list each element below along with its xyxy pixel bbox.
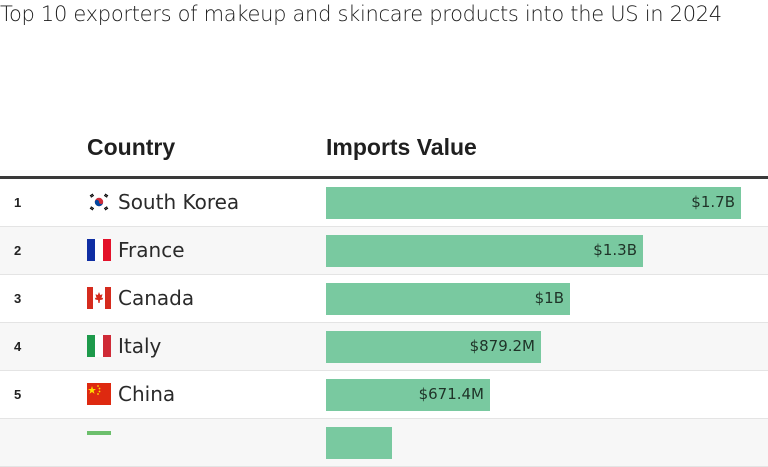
value-bar [326,379,490,411]
bar-value-label: $671.4M [418,385,484,403]
south-korea-flag-icon [87,191,111,213]
country-name: Canada [118,286,195,310]
ranking-table: 1 South Korea $1.7B 2 France $1.3B 3 Canada $1B 4… [0,179,768,467]
bar-value-label: $1.7B [691,193,735,211]
rank-label: 1 [14,195,22,210]
rank-label: 4 [14,339,22,354]
country-name: France [118,238,185,262]
table-row: 2 France $1.3B [0,227,768,275]
bar-value-label: $1.3B [593,241,637,259]
canada-flag-icon [87,287,111,309]
italy-flag-icon [87,335,111,357]
bar-value-label: $1B [534,289,564,307]
table-row: 5 China $671.4M [0,371,768,419]
france-flag-icon [87,239,111,261]
value-bar [326,187,741,219]
table-row: 1 South Korea $1.7B [0,179,768,227]
imports-value-column-header: Imports Value [326,134,477,160]
rank-label: 3 [14,291,22,306]
country-column-header: Country [87,134,176,160]
chart-title: Top 10 exporters of makeup and skincare … [0,2,722,26]
value-bar [326,283,570,315]
rank-label: 2 [14,243,22,258]
country-name: South Korea [118,190,240,214]
country-name: China [118,382,176,406]
table-row [0,419,768,467]
table-row: 3 Canada $1B [0,275,768,323]
rank-label: 5 [14,387,22,402]
china-flag-icon [87,383,111,405]
table-row: 4 Italy $879.2M [0,323,768,371]
value-bar [326,235,643,267]
flag-icon [87,431,111,453]
value-bar [326,331,541,363]
country-name: Italy [118,334,162,358]
header-divider [0,176,768,179]
bar-value-label: $879.2M [469,337,535,355]
